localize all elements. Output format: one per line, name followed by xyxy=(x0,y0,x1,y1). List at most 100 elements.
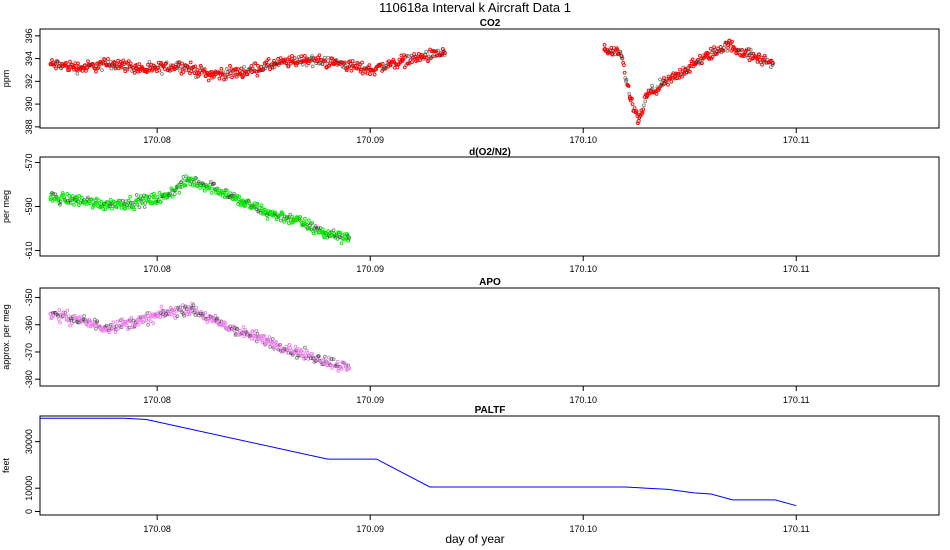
data-point xyxy=(177,190,182,195)
x-axis-label: day of year xyxy=(445,532,504,546)
y-tick-label: -380 xyxy=(24,370,34,388)
data-point xyxy=(219,66,224,71)
data-point xyxy=(183,304,188,309)
data-point xyxy=(436,48,440,53)
data-point xyxy=(372,72,377,77)
data-point xyxy=(106,57,110,61)
data-point xyxy=(231,193,236,198)
data-point xyxy=(91,62,96,67)
data-point xyxy=(249,336,254,341)
data-point xyxy=(290,54,294,58)
x-tick-label: 170.10 xyxy=(569,395,597,405)
data-point xyxy=(303,345,307,350)
data-point xyxy=(157,68,162,73)
data-point xyxy=(173,316,178,320)
data-point xyxy=(145,311,150,315)
data-point xyxy=(95,319,100,324)
data-point xyxy=(237,195,242,199)
data-point xyxy=(230,75,234,80)
data-point xyxy=(124,323,129,328)
data-point xyxy=(232,191,236,196)
data-point xyxy=(148,199,152,204)
panel-paltf: PALTF feet 0 10000 30000 170.08 170.09 170.10 17… xyxy=(1,405,940,534)
y-tick-label: 390 xyxy=(24,97,34,112)
data-point xyxy=(194,305,198,310)
y-tick-label: 0 xyxy=(24,509,34,514)
x-tick-label: 170.11 xyxy=(783,395,810,405)
data-point xyxy=(726,45,730,50)
x-tick-label: 170.09 xyxy=(356,264,384,274)
data-point xyxy=(407,61,412,66)
data-point xyxy=(116,326,120,331)
data-point xyxy=(212,74,216,79)
data-point xyxy=(180,178,185,183)
data-point xyxy=(146,62,150,67)
data-point xyxy=(209,70,214,74)
data-point xyxy=(205,320,210,324)
data-point xyxy=(602,43,607,47)
data-point xyxy=(650,86,655,91)
panel-title: APO xyxy=(479,277,501,288)
data-point xyxy=(338,230,343,235)
data-point xyxy=(138,194,143,198)
data-point xyxy=(202,67,207,71)
data-point xyxy=(197,72,202,77)
data-point xyxy=(339,241,344,246)
data-point xyxy=(302,59,306,63)
data-point xyxy=(442,53,447,57)
x-tick-label: 170.10 xyxy=(569,264,597,274)
data-point xyxy=(150,67,155,72)
data-point xyxy=(64,60,68,65)
data-point xyxy=(234,67,238,71)
data-point xyxy=(262,207,267,212)
data-point xyxy=(768,65,773,70)
data-point xyxy=(228,191,232,195)
data-point xyxy=(266,57,271,61)
data-point xyxy=(58,61,62,66)
data-point xyxy=(140,201,144,205)
data-point xyxy=(335,359,340,364)
data-point xyxy=(285,57,290,62)
data-point xyxy=(119,206,124,210)
data-point xyxy=(114,204,118,209)
data-point xyxy=(104,323,109,328)
data-point xyxy=(322,235,327,240)
x-tick-label: 170.11 xyxy=(783,524,810,534)
data-point xyxy=(255,201,260,206)
data-point xyxy=(83,317,88,322)
data-point xyxy=(290,215,295,219)
data-point xyxy=(137,205,142,210)
data-point xyxy=(99,199,104,204)
data-point xyxy=(74,68,79,72)
data-point xyxy=(299,219,303,223)
data-point xyxy=(344,363,349,368)
data-point xyxy=(170,194,175,199)
data-point xyxy=(56,197,61,202)
data-point xyxy=(265,217,270,221)
data-point xyxy=(282,219,287,224)
data-point xyxy=(358,62,362,67)
data-point xyxy=(142,193,146,198)
data-point xyxy=(675,76,680,81)
data-point xyxy=(630,96,634,101)
data-point xyxy=(293,344,298,349)
data-point xyxy=(654,92,659,96)
data-point xyxy=(94,196,99,201)
data-point xyxy=(169,186,174,191)
data-point xyxy=(172,310,176,315)
data-point xyxy=(247,201,252,206)
plot-frame xyxy=(39,287,940,387)
data-point xyxy=(360,71,365,76)
data-point xyxy=(255,73,260,78)
data-point xyxy=(193,64,198,69)
data-point xyxy=(622,63,626,67)
data-point xyxy=(272,58,276,63)
x-tick-label: 170.11 xyxy=(783,264,810,274)
data-point xyxy=(51,192,56,196)
data-point xyxy=(310,352,315,356)
data-point xyxy=(109,66,114,71)
data-point xyxy=(286,64,291,69)
data-point xyxy=(159,60,164,65)
data-point xyxy=(188,60,193,65)
data-point xyxy=(126,59,131,63)
